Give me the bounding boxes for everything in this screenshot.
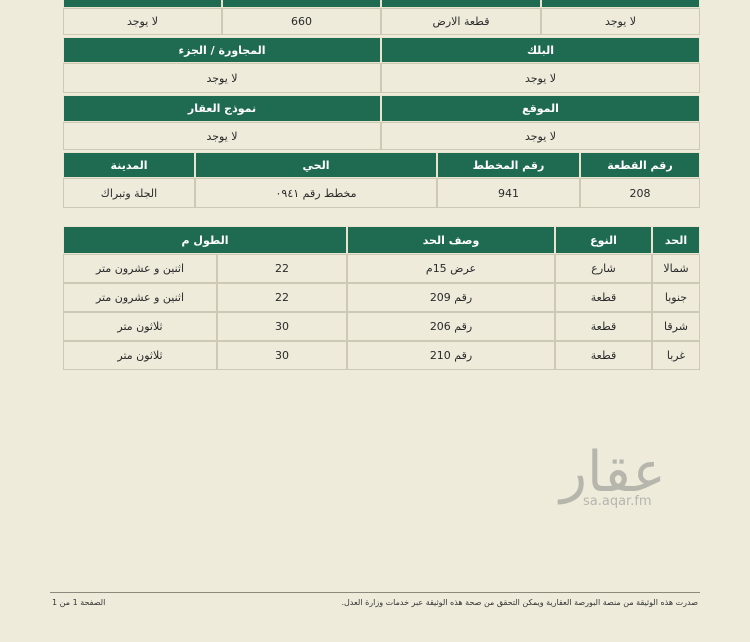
- data-cell: عرض 15م: [347, 254, 555, 283]
- header-cell: البلك: [381, 37, 700, 63]
- data-cell: لا يوجد: [541, 8, 700, 35]
- data-cell: لا يوجد: [63, 63, 381, 93]
- data-cell: غربا: [652, 341, 700, 370]
- data-cell: شمالا: [652, 254, 700, 283]
- data-cell: قطعة: [555, 341, 652, 370]
- footer-rule: [50, 592, 700, 593]
- header-cell: رقم المخطط: [437, 152, 580, 178]
- data-cell: لا يوجد: [63, 122, 381, 150]
- header-cell: الموقع: [381, 95, 700, 122]
- data-cell: لا يوجد: [381, 122, 700, 150]
- data-cell: مخطط رقم ٠٩٤١: [195, 178, 437, 208]
- data-cell: 22: [217, 283, 347, 312]
- header-cell: الحي: [195, 152, 437, 178]
- header-cell: [222, 0, 381, 8]
- data-cell: رقم 210: [347, 341, 555, 370]
- data-cell: رقم 209: [347, 283, 555, 312]
- data-cell: 30: [217, 341, 347, 370]
- data-cell: لا يوجد: [381, 63, 700, 93]
- data-cell: لا يوجد: [63, 8, 222, 35]
- header-cell: المجاورة / الجزء: [63, 37, 381, 63]
- data-cell: 660: [222, 8, 381, 35]
- data-cell: قطعة: [555, 312, 652, 341]
- watermark-url: sa.aqar.fm: [583, 494, 652, 509]
- data-cell: قطعة: [555, 283, 652, 312]
- data-cell: اثنين و عشرون متر: [63, 283, 217, 312]
- data-cell: شرقا: [652, 312, 700, 341]
- header-cell: نموذج العقار: [63, 95, 381, 122]
- data-cell: اثنين و عشرون متر: [63, 254, 217, 283]
- header-cell: الحد: [652, 226, 700, 254]
- data-cell: ثلاثون متر: [63, 312, 217, 341]
- header-cell: [63, 0, 222, 8]
- data-cell: قطعة الارض: [381, 8, 541, 35]
- header-cell: الطول م: [63, 226, 347, 254]
- data-cell: رقم 206: [347, 312, 555, 341]
- footer-note: صدرت هذه الوثيقة من منصة البورصة العقاري…: [341, 598, 698, 607]
- header-cell: المدينة: [63, 152, 195, 178]
- data-cell: الجلة وتبراك: [63, 178, 195, 208]
- watermark-logo: عقار: [560, 440, 666, 505]
- data-cell: جنوبا: [652, 283, 700, 312]
- data-cell: 30: [217, 312, 347, 341]
- data-cell: 22: [217, 254, 347, 283]
- header-cell: وصف الحد: [347, 226, 555, 254]
- data-cell: 208: [580, 178, 700, 208]
- header-cell: [541, 0, 700, 8]
- data-cell: شارع: [555, 254, 652, 283]
- header-cell: رقم القطعة: [580, 152, 700, 178]
- page-number: الصفحة 1 من 1: [52, 598, 106, 607]
- data-cell: 941: [437, 178, 580, 208]
- header-cell: [381, 0, 541, 8]
- data-cell: ثلاثون متر: [63, 341, 217, 370]
- header-cell: النوع: [555, 226, 652, 254]
